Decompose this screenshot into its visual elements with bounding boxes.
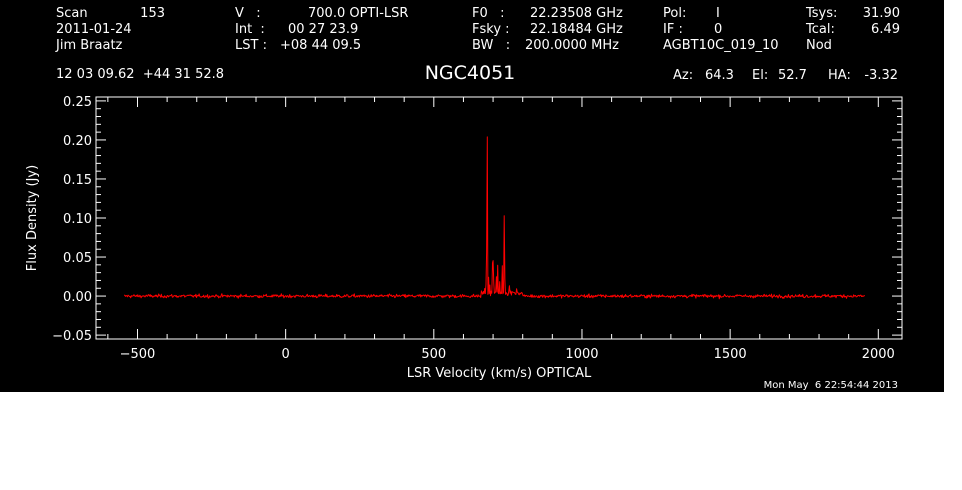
y-tick-label: −0.05 xyxy=(52,329,92,344)
fsky-value: 22.18484 GHz xyxy=(530,22,623,37)
y-tick-label: 0.10 xyxy=(63,212,92,227)
x-tick-label: 2000 xyxy=(862,347,895,362)
tcal-value: 6.49 xyxy=(871,22,900,37)
hour-angle-label: HA: xyxy=(828,68,851,83)
tsys-label: Tsys: xyxy=(806,6,838,21)
source-coordinates: 12 03 09.62 +44 31 52.8 xyxy=(56,67,225,82)
plot-timestamp: Mon May 6 22:54:44 2013 xyxy=(763,380,898,391)
source-name: NGC4051 xyxy=(424,62,516,84)
observing-mode: Nod xyxy=(806,38,832,53)
observer-name: Jim Braatz xyxy=(56,38,123,53)
x-tick-label: 1500 xyxy=(714,347,747,362)
y-tick-label: 0.20 xyxy=(63,134,92,149)
polarization-value: I xyxy=(716,6,720,21)
azimuth-label: Az: xyxy=(673,68,694,83)
scan-value: 153 xyxy=(140,6,165,21)
if-value: 0 xyxy=(714,22,723,37)
f0-value: 22.23508 GHz xyxy=(530,6,623,21)
hour-angle-value: -3.32 xyxy=(864,68,898,83)
x-tick-label: 1000 xyxy=(565,347,598,362)
plot-frame xyxy=(95,96,903,340)
x-axis-label: LSR Velocity (km/s) OPTICAL xyxy=(407,366,592,381)
project-id: AGBT10C_019_10 xyxy=(663,38,779,53)
f0-label: F0 : xyxy=(472,6,505,21)
polarization-label: Pol: xyxy=(663,6,687,21)
azimuth-value: 64.3 xyxy=(705,68,734,83)
x-tick-label: 0 xyxy=(282,347,290,362)
velocity-value: 700.0 OPTI-LSR xyxy=(308,6,409,21)
y-tick-label: 0.25 xyxy=(63,95,92,110)
velocity-label: V : xyxy=(235,6,261,21)
x-tick-label: −500 xyxy=(120,347,156,362)
spectrum-trace xyxy=(123,136,866,300)
lst-value: +08 44 09.5 xyxy=(280,38,362,53)
tcal-label: Tcal: xyxy=(806,22,835,37)
y-tick-label: 0.00 xyxy=(63,290,92,305)
elevation-label: El: xyxy=(752,68,769,83)
bandwidth-value: 200.0000 MHz xyxy=(525,38,619,53)
integration-label: Int : xyxy=(235,22,265,37)
y-tick-label: 0.05 xyxy=(63,251,92,266)
observation-date: 2011-01-24 xyxy=(56,22,132,37)
spectrum-chart: −500 0 500 1000 1500 2000 −0.05 0.00 0.05 0.10 0.1… xyxy=(25,95,903,381)
y-tick-label: 0.15 xyxy=(63,173,92,188)
lst-label: LST : xyxy=(235,38,267,53)
tsys-value: 31.90 xyxy=(862,6,900,21)
if-label: IF : xyxy=(663,22,683,37)
plot-panel: Scan 153 2011-01-24 Jim Braatz V : 700.0… xyxy=(0,0,944,392)
elevation-value: 52.7 xyxy=(778,68,807,83)
x-tick-label: 500 xyxy=(421,347,446,362)
bandwidth-label: BW : xyxy=(472,38,511,53)
integration-value: 00 27 23.9 xyxy=(288,22,359,37)
y-axis-label: Flux Density (Jy) xyxy=(25,165,40,271)
fsky-label: Fsky : xyxy=(472,22,510,37)
scan-label: Scan xyxy=(56,6,88,21)
